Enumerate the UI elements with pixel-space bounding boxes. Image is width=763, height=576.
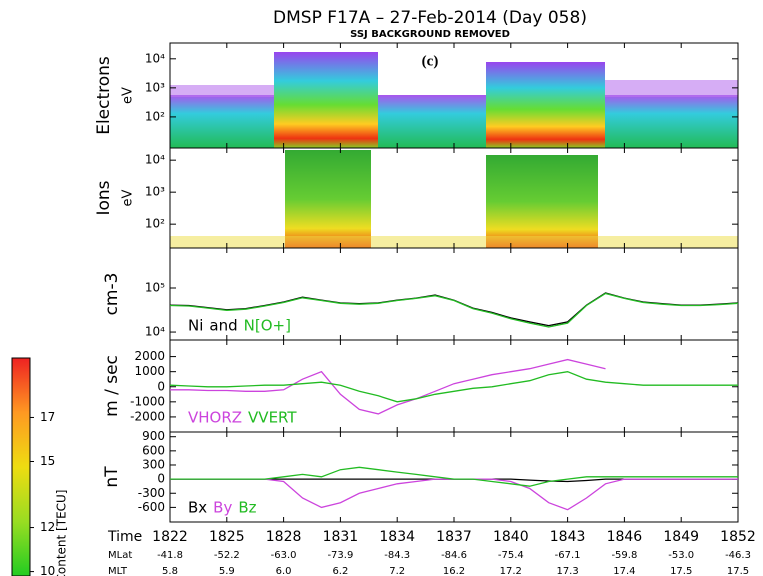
x-tick-label: 1840 [493, 529, 529, 545]
colorbar-tick-label: 17 [40, 410, 55, 424]
y-tick-label: 10³ [145, 185, 165, 199]
x-tick-label: 1834 [379, 529, 415, 545]
x-tick-label: 1831 [323, 529, 359, 545]
y-axis-label: m / sec [102, 355, 122, 417]
row-value: 17.5 [670, 566, 692, 576]
legend-entry: Bz [238, 499, 256, 517]
y-axis-label: nT [102, 466, 122, 488]
y-tick-label: -1000 [130, 394, 165, 408]
row-value: 16.2 [443, 566, 465, 576]
row-value: -41.8 [157, 550, 183, 561]
y-tick-label: 10⁴ [145, 325, 165, 339]
legend-entry: By [213, 499, 232, 517]
row-label: MLT [108, 566, 128, 576]
legend-entry: Bx [188, 499, 207, 517]
legend-text: and [209, 317, 237, 335]
colorbar-tick-label: 10 [40, 564, 55, 576]
y-axis-unit: eV [121, 87, 136, 104]
y-tick-label: 10² [145, 217, 165, 231]
row-value: 5.8 [162, 566, 178, 576]
y-axis-label: cm-3 [102, 273, 122, 316]
y-tick-label: 0 [157, 379, 165, 393]
y-tick-label: 10² [145, 109, 165, 123]
row-value: -63.0 [271, 550, 297, 561]
x-tick-label: 1828 [266, 529, 302, 545]
ion-spectrogram [170, 150, 738, 248]
row-value: 7.2 [389, 566, 405, 576]
y-tick-label: 10⁴ [145, 51, 165, 65]
colorbar-tick-label: 12 [40, 520, 55, 534]
row-value: 17.3 [556, 566, 578, 576]
x-tick-label: 1822 [152, 529, 188, 545]
row-value: -59.8 [611, 550, 637, 561]
y-tick-label: 10⁵ [145, 281, 165, 295]
colorbar [11, 357, 31, 576]
y-tick-label: 10⁴ [145, 153, 165, 167]
legend-entry: Ni [188, 317, 203, 335]
legend-entry: VVERT [248, 409, 297, 427]
row-value: -84.6 [441, 550, 467, 561]
y-tick-label: -300 [138, 486, 165, 500]
panel-frame [169, 147, 739, 249]
row-value: -75.4 [498, 550, 524, 561]
electron-spectrogram [170, 52, 738, 148]
series-line [170, 358, 606, 415]
y-axis-unit: eV [121, 189, 136, 206]
row-value: 17.5 [727, 566, 749, 576]
row-value: -67.1 [555, 550, 581, 561]
row-value: 6.0 [276, 566, 292, 576]
chart-title: DMSP F17A – 27-Feb-2014 (Day 058) [273, 8, 587, 28]
row-value: 5.9 [219, 566, 235, 576]
x-axis-label: Time [107, 529, 142, 545]
y-tick-label: 1000 [134, 364, 165, 378]
legend-entry: N[O+] [244, 317, 291, 335]
chart-subtitle: SSJ BACKGROUND REMOVED [350, 29, 510, 40]
y-tick-label: 2000 [134, 349, 165, 363]
row-value: 6.2 [332, 566, 348, 576]
x-tick-label: 1843 [550, 529, 586, 545]
row-value: -73.9 [327, 550, 353, 561]
row-value: 17.2 [500, 566, 522, 576]
row-label: MLat [108, 550, 132, 561]
annotation: (c) [422, 53, 439, 69]
series-line [169, 371, 738, 403]
row-value: -84.3 [384, 550, 410, 561]
y-tick-label: 300 [142, 457, 165, 471]
y-axis-label: Electrons [94, 56, 114, 135]
y-tick-label: -2000 [130, 409, 165, 423]
y-tick-label: 0 [157, 472, 165, 486]
x-tick-label: 1849 [663, 529, 699, 545]
y-tick-label: 10³ [145, 80, 165, 94]
row-value: -52.2 [214, 550, 240, 561]
x-tick-label: 1846 [607, 529, 643, 545]
x-tick-label: 1825 [209, 529, 245, 545]
row-value: -53.0 [668, 550, 694, 561]
series-line [169, 292, 739, 328]
y-tick-label: 600 [142, 443, 165, 457]
x-tick-label: 1837 [436, 529, 472, 545]
y-tick-label: -600 [138, 500, 165, 514]
y-axis-label: Ions [94, 180, 114, 215]
colorbar-tick-label: 15 [40, 454, 55, 468]
row-value: -46.3 [725, 550, 751, 561]
x-tick-label: 1852 [720, 529, 756, 545]
colorbar-label: Content [TECU] [55, 490, 69, 576]
series-line [170, 466, 738, 487]
row-value: 17.4 [613, 566, 635, 576]
legend-entry: VHORZ [188, 409, 242, 427]
y-tick-label: 900 [142, 429, 165, 443]
